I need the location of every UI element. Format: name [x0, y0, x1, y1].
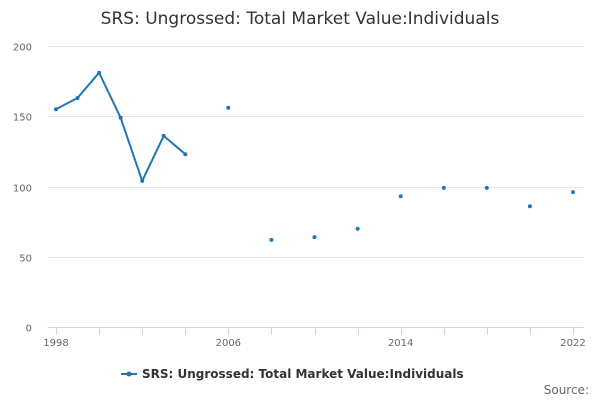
data-point[interactable] — [118, 115, 123, 120]
y-tick-label: 100 — [13, 184, 32, 195]
data-point[interactable] — [269, 237, 274, 242]
legend-label[interactable]: SRS: Ungrossed: Total Market Value:Indiv… — [142, 367, 464, 381]
x-tick-label: 2022 — [560, 338, 585, 349]
data-point[interactable] — [75, 96, 80, 100]
y-tick-label: 200 — [13, 43, 32, 54]
y-tick-label: 0 — [26, 324, 32, 335]
x-axis-labels: 1998 2006 2014 2022 — [43, 338, 585, 349]
data-point[interactable] — [54, 107, 58, 112]
legend[interactable]: SRS: Ungrossed: Total Market Value:Indiv… — [121, 367, 464, 381]
legend-dot-marker — [126, 371, 132, 377]
source-label: Source: — [544, 383, 589, 397]
y-axis-labels: 0 50 100 150 200 — [13, 43, 32, 335]
data-point[interactable] — [312, 235, 317, 240]
data-point[interactable] — [183, 152, 188, 157]
data-point[interactable] — [527, 204, 532, 209]
data-point[interactable] — [226, 105, 231, 110]
data-point[interactable] — [355, 226, 360, 231]
y-gridlines — [48, 46, 584, 258]
data-point[interactable] — [484, 185, 489, 190]
data-point[interactable] — [441, 185, 446, 190]
data-point[interactable] — [161, 133, 166, 138]
x-tick-label: 2014 — [388, 338, 413, 349]
y-tick-label: 50 — [19, 254, 32, 265]
chart-title: SRS: Ungrossed: Total Market Value:Indiv… — [101, 9, 500, 29]
y-tick-label: 150 — [13, 113, 32, 124]
series-layer — [54, 70, 575, 242]
x-tick-label: 2006 — [216, 338, 241, 349]
data-point[interactable] — [97, 70, 102, 75]
data-point[interactable] — [571, 190, 575, 195]
x-axis-ticks — [56, 327, 574, 335]
data-point[interactable] — [398, 194, 403, 199]
series-line — [55, 71, 187, 182]
x-tick-label: 1998 — [43, 338, 68, 349]
data-point[interactable] — [140, 178, 145, 183]
